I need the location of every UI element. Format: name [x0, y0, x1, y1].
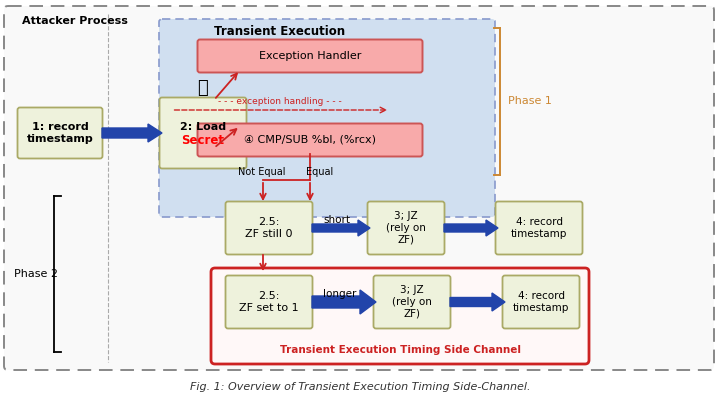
- Text: Phase 1: Phase 1: [508, 96, 552, 106]
- Text: Phase 2: Phase 2: [14, 269, 58, 279]
- FancyArrow shape: [450, 293, 505, 311]
- FancyBboxPatch shape: [211, 268, 589, 364]
- Text: 4: record
timestamp: 4: record timestamp: [513, 291, 570, 313]
- Text: 🛡: 🛡: [197, 79, 208, 97]
- FancyBboxPatch shape: [367, 201, 444, 255]
- Text: Fig. 1: Overview of Transient Execution Timing Side-Channel.: Fig. 1: Overview of Transient Execution …: [190, 382, 530, 392]
- Text: - - - exception handling - - -: - - - exception handling - - -: [218, 97, 342, 106]
- Text: Equal: Equal: [307, 167, 333, 177]
- Text: Transient Execution: Transient Execution: [215, 25, 346, 38]
- FancyBboxPatch shape: [159, 19, 495, 217]
- FancyBboxPatch shape: [225, 201, 312, 255]
- FancyBboxPatch shape: [197, 40, 423, 73]
- Text: ④ CMP/SUB %bl, (%rcx): ④ CMP/SUB %bl, (%rcx): [244, 135, 376, 145]
- FancyArrow shape: [312, 220, 370, 236]
- FancyArrow shape: [102, 124, 162, 142]
- Text: longer: longer: [323, 289, 356, 299]
- FancyBboxPatch shape: [4, 6, 714, 370]
- FancyBboxPatch shape: [495, 201, 582, 255]
- Text: Secret: Secret: [181, 134, 225, 148]
- Text: Exception Handler: Exception Handler: [258, 51, 361, 61]
- Text: 2.5:
ZF still 0: 2.5: ZF still 0: [246, 217, 293, 239]
- FancyArrow shape: [444, 220, 498, 236]
- Text: Not Equal: Not Equal: [238, 167, 286, 177]
- Text: 3; JZ
(rely on
ZF): 3; JZ (rely on ZF): [386, 211, 426, 245]
- Text: 1: record
timestamp: 1: record timestamp: [27, 122, 94, 144]
- FancyBboxPatch shape: [160, 97, 246, 168]
- Text: 2: Load: 2: Load: [180, 122, 226, 132]
- Text: 4: record
timestamp: 4: record timestamp: [510, 217, 567, 239]
- FancyBboxPatch shape: [503, 275, 580, 328]
- Text: 3; JZ
(rely on
ZF): 3; JZ (rely on ZF): [392, 285, 432, 319]
- FancyBboxPatch shape: [197, 124, 423, 156]
- FancyBboxPatch shape: [225, 275, 312, 328]
- Text: Transient Execution Timing Side Channel: Transient Execution Timing Side Channel: [279, 345, 521, 355]
- Text: short: short: [323, 215, 350, 225]
- Text: 2.5:
ZF set to 1: 2.5: ZF set to 1: [239, 291, 299, 313]
- FancyBboxPatch shape: [374, 275, 451, 328]
- Text: Attacker Process: Attacker Process: [22, 16, 128, 26]
- FancyArrow shape: [312, 290, 376, 314]
- FancyBboxPatch shape: [17, 107, 102, 158]
